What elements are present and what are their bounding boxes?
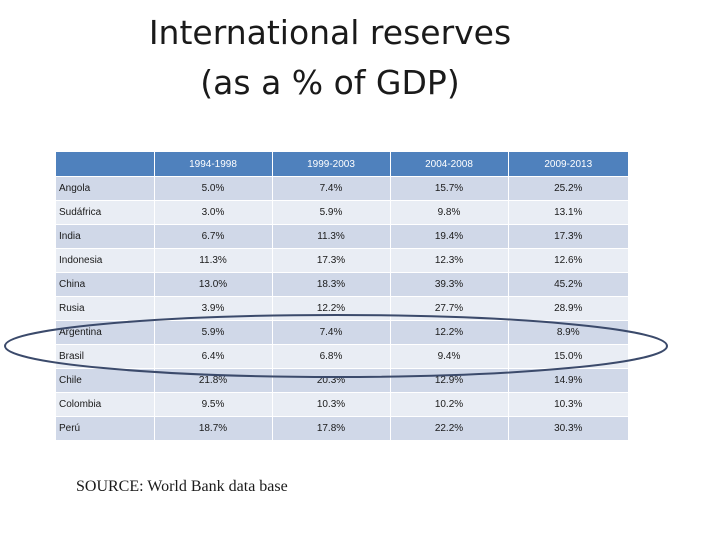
country-name-cell: Sudáfrica [56,200,155,225]
table-row: Argentina 5.9% 7.4% 12.2% 8.9% [56,320,628,345]
header-period-4: 2009-2013 [508,152,628,177]
value-cell: 5.0% [154,176,273,201]
table-row: China 13.0% 18.3% 39.3% 45.2% [56,272,628,297]
value-cell: 9.8% [390,200,509,225]
country-name-cell: Chile [56,368,155,393]
value-cell: 7.4% [272,176,391,201]
value-cell: 10.3% [508,392,628,417]
country-name-cell: India [56,224,155,249]
header-period-3: 2004-2008 [390,152,509,177]
value-cell: 12.2% [390,320,509,345]
value-cell: 13.0% [154,272,273,297]
value-cell: 3.9% [154,296,273,321]
title-line-1: International reserves [148,13,512,52]
value-cell: 6.7% [154,224,273,249]
country-name-cell: Rusia [56,296,155,321]
value-cell: 18.3% [272,272,391,297]
value-cell: 39.3% [390,272,509,297]
value-cell: 11.3% [154,248,273,273]
title-line-2: (as a % of GDP) [200,63,460,102]
value-cell: 10.2% [390,392,509,417]
value-cell: 17.8% [272,416,391,440]
country-name-cell: Perú [56,416,155,440]
table-row: Angola 5.0% 7.4% 15.7% 25.2% [56,176,628,201]
value-cell: 9.4% [390,344,509,369]
value-cell: 12.9% [390,368,509,393]
value-cell: 17.3% [508,224,628,249]
value-cell: 14.9% [508,368,628,393]
value-cell: 6.8% [272,344,391,369]
value-cell: 45.2% [508,272,628,297]
reserves-table-container: 1994-1998 1999-2003 2004-2008 2009-2013 … [56,152,628,440]
reserves-table: 1994-1998 1999-2003 2004-2008 2009-2013 … [56,152,628,440]
value-cell: 9.5% [154,392,273,417]
value-cell: 21.8% [154,368,273,393]
table-header-row: 1994-1998 1999-2003 2004-2008 2009-2013 [56,152,628,177]
table-row: Colombia 9.5% 10.3% 10.2% 10.3% [56,392,628,417]
value-cell: 20.3% [272,368,391,393]
value-cell: 12.2% [272,296,391,321]
country-name-cell: Argentina [56,320,155,345]
country-name-cell: China [56,272,155,297]
value-cell: 10.3% [272,392,391,417]
country-name-cell: Angola [56,176,155,201]
table-body: Angola 5.0% 7.4% 15.7% 25.2% Sudáfrica 3.0% 5.9… [56,176,628,440]
value-cell: 8.9% [508,320,628,345]
value-cell: 18.7% [154,416,273,440]
table-row: India 6.7% 11.3% 19.4% 17.3% [56,224,628,249]
value-cell: 6.4% [154,344,273,369]
table-row: Chile 21.8% 20.3% 12.9% 14.9% [56,368,628,393]
header-country [56,152,155,177]
value-cell: 15.7% [390,176,509,201]
value-cell: 15.0% [508,344,628,369]
value-cell: 25.2% [508,176,628,201]
table-row: Sudáfrica 3.0% 5.9% 9.8% 13.1% [56,200,628,225]
value-cell: 27.7% [390,296,509,321]
value-cell: 13.1% [508,200,628,225]
table-row: Rusia 3.9% 12.2% 27.7% 28.9% [56,296,628,321]
country-name-cell: Indonesia [56,248,155,273]
header-period-1: 1994-1998 [154,152,273,177]
value-cell: 12.6% [508,248,628,273]
header-period-2: 1999-2003 [272,152,391,177]
slide-title: International reserves (as a % of GDP) [0,8,660,108]
value-cell: 5.9% [272,200,391,225]
table-row: Perú 18.7% 17.8% 22.2% 30.3% [56,416,628,440]
value-cell: 5.9% [154,320,273,345]
value-cell: 28.9% [508,296,628,321]
source-note: SOURCE: World Bank data base [76,478,288,495]
table-row: Indonesia 11.3% 17.3% 12.3% 12.6% [56,248,628,273]
value-cell: 22.2% [390,416,509,440]
value-cell: 3.0% [154,200,273,225]
value-cell: 30.3% [508,416,628,440]
table-row: Brasil 6.4% 6.8% 9.4% 15.0% [56,344,628,369]
country-name-cell: Colombia [56,392,155,417]
country-name-cell: Brasil [56,344,155,369]
value-cell: 11.3% [272,224,391,249]
value-cell: 17.3% [272,248,391,273]
value-cell: 12.3% [390,248,509,273]
value-cell: 19.4% [390,224,509,249]
value-cell: 7.4% [272,320,391,345]
